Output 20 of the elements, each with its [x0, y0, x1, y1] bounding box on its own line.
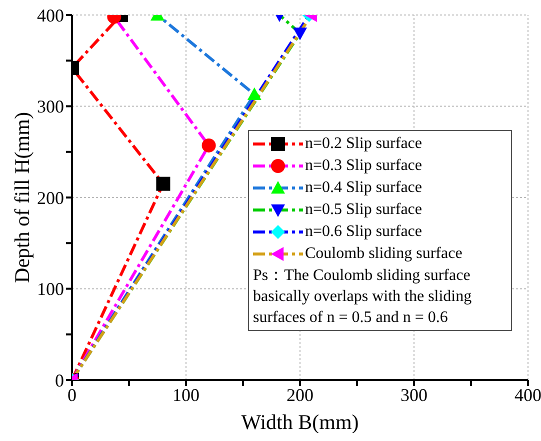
x-tick-label: 200 — [286, 384, 314, 405]
legend-label: n=0.4 Slip surface — [305, 178, 422, 198]
point — [156, 176, 170, 191]
legend-label: n=0.5 Slip surface — [305, 200, 422, 220]
x-tick-label: 0 — [68, 384, 76, 405]
legend-label: Coulomb sliding surface — [305, 244, 462, 264]
y-tick-label: 300 — [37, 96, 64, 117]
y-tick-label: 0 — [55, 370, 64, 390]
y-tick-label: 200 — [37, 188, 64, 208]
legend-label: n=0.6 Slip surface — [305, 222, 422, 242]
x-tick-label: 400 — [514, 384, 541, 405]
y-axis-title: Depth of fill H(mm) — [10, 112, 34, 283]
y-tick-label: 100 — [37, 279, 64, 300]
legend-label: n=0.2 Slip surface — [305, 134, 422, 154]
annotation: Ps：The Coulomb sliding surface basically overlaps with the sliding surfaces of n = 0.5 and n = 0.6 — [253, 266, 473, 328]
y-tick-label: 400 — [37, 5, 64, 26]
point — [202, 138, 216, 152]
x-tick-label: 300 — [400, 384, 428, 405]
legend-label: n=0.3 Slip surface — [305, 156, 422, 176]
x-tick-label: 100 — [172, 384, 200, 405]
